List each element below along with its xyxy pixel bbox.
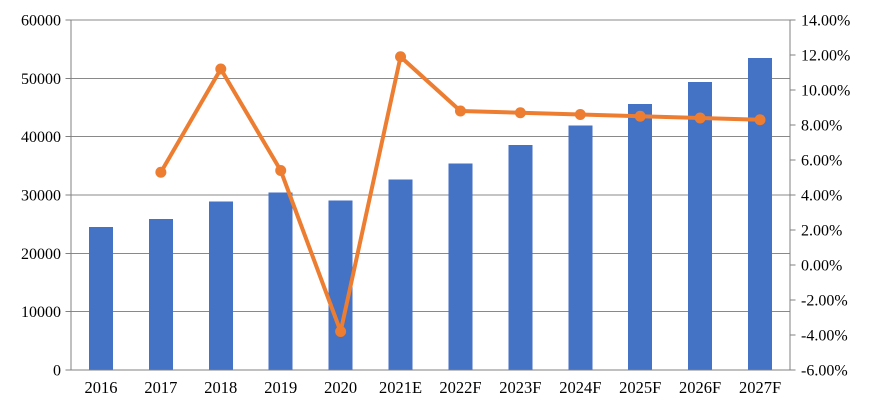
left-axis-tick-label: 60000 <box>21 13 61 30</box>
bar-2016 <box>88 227 113 370</box>
x-axis-label-2025F: 2025F <box>619 378 661 397</box>
right-axis-tick-label: 8.00% <box>801 118 842 135</box>
bar-2018 <box>208 201 233 370</box>
right-axis-tick-label: -2.00% <box>801 293 848 310</box>
bar-2017 <box>148 218 173 370</box>
x-axis-label-2021E: 2021E <box>379 378 422 397</box>
bar-2026F <box>688 81 713 370</box>
left-axis-tick-label: 30000 <box>21 188 61 205</box>
line-marker-2027F <box>754 114 766 126</box>
x-axis-label-2022F: 2022F <box>439 378 481 397</box>
right-axis-tick-label: 12.00% <box>801 48 850 65</box>
bar-2020 <box>328 200 353 370</box>
bar-2025F <box>628 104 653 370</box>
right-axis-tick-label: 14.00% <box>801 13 850 30</box>
left-axis-tick-label: 10000 <box>21 304 61 321</box>
line-marker-2024F <box>574 109 586 120</box>
x-axis-label-2016: 2016 <box>84 378 117 397</box>
left-axis-tick-label: 20000 <box>21 246 61 263</box>
left-axis-tick-label: 40000 <box>21 129 61 146</box>
right-axis-tick-label: 0.00% <box>801 258 842 275</box>
line-marker-2022F <box>454 105 466 117</box>
bar-2022F <box>448 163 473 370</box>
x-axis-label-2019: 2019 <box>264 378 297 397</box>
line-marker-2026F <box>694 112 706 124</box>
right-axis-tick-label: 4.00% <box>801 188 842 205</box>
x-axis-label-2023F: 2023F <box>499 378 541 397</box>
bar-2021E <box>388 179 413 370</box>
line-marker-2023F <box>514 107 526 119</box>
bar-2027F <box>748 57 773 371</box>
line-marker-2018 <box>215 63 227 75</box>
bar-2023F <box>508 144 533 370</box>
x-axis-label-2024F: 2024F <box>559 378 601 397</box>
right-axis-tick-label: -4.00% <box>801 328 848 345</box>
bar-2019 <box>268 192 293 370</box>
x-axis-label-2020: 2020 <box>324 378 357 397</box>
x-axis-label-2026F: 2026F <box>679 378 721 397</box>
line-marker-2021E <box>395 51 407 63</box>
right-axis-tick-label: -6.00% <box>801 363 848 380</box>
right-axis-tick-label: 6.00% <box>801 153 842 170</box>
right-axis-tick-label: 2.00% <box>801 223 842 240</box>
bar-2024F <box>568 125 593 370</box>
right-axis-tick-label: 10.00% <box>801 83 850 100</box>
line-marker-2025F <box>634 110 646 122</box>
line-marker-2020 <box>335 326 347 337</box>
line-marker-2019 <box>275 165 287 176</box>
x-axis-label-2027F: 2027F <box>739 378 781 397</box>
left-axis-tick-label: 0 <box>53 363 61 380</box>
x-axis-label-2017: 2017 <box>144 378 177 397</box>
line-marker-2017 <box>155 166 167 178</box>
x-axis-label-2018: 2018 <box>204 378 237 397</box>
left-axis-tick-label: 50000 <box>21 71 61 88</box>
